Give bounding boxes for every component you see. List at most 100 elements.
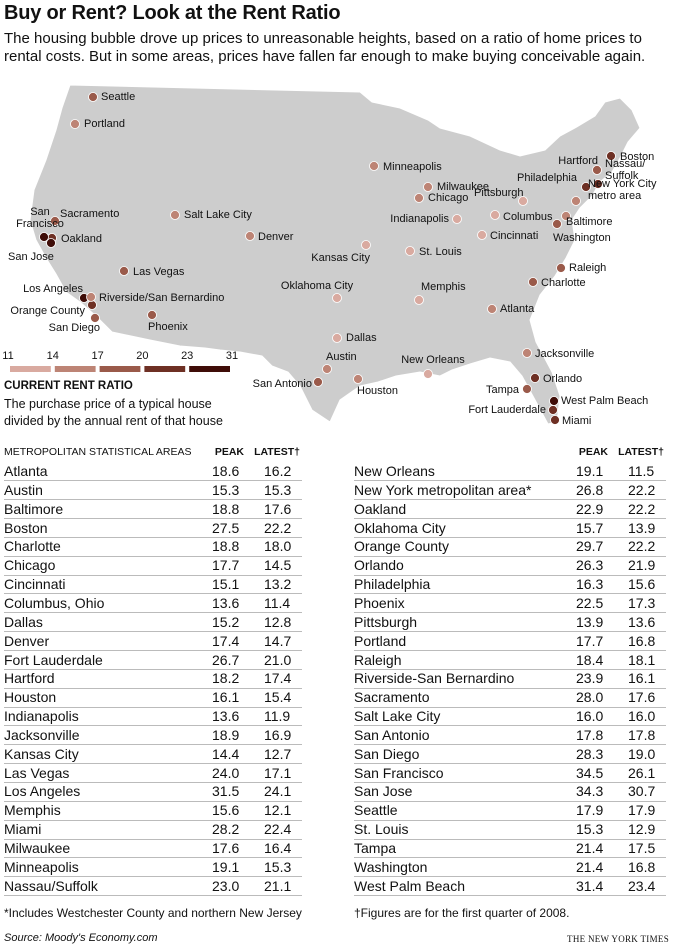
legend-swatch: [144, 366, 186, 372]
city-dot: [423, 369, 433, 379]
row-divider: [4, 857, 302, 859]
peak-value: 15.7: [576, 519, 604, 536]
area-name: Salt Lake City: [354, 708, 441, 725]
legend-tick-label: 17: [91, 350, 104, 362]
peak-value: 28.2: [212, 821, 240, 838]
city-dot: [86, 292, 96, 302]
latest-value: 17.6: [628, 689, 656, 706]
peak-value: 23.0: [212, 877, 240, 894]
area-name: Austin: [4, 481, 43, 498]
latest-value: 17.3: [628, 594, 656, 611]
area-name: St. Louis: [354, 821, 409, 838]
row-divider: [354, 536, 666, 538]
peak-value: 13.6: [212, 594, 240, 611]
row-divider: [4, 706, 302, 708]
row-divider: [4, 612, 302, 614]
city-dot: [414, 193, 424, 203]
row-divider: [354, 499, 666, 501]
peak-value: 17.9: [576, 802, 604, 819]
latest-value: 16.8: [628, 858, 656, 875]
latest-value: 21.9: [628, 557, 656, 574]
legend-tick-label: 23: [181, 350, 194, 362]
city-dot: [414, 295, 424, 305]
city-dot: [90, 313, 100, 323]
peak-value: 31.4: [576, 877, 604, 894]
area-name: Nassau/Suffolk: [4, 877, 98, 894]
area-name: Hartford: [4, 670, 55, 687]
peak-value: 18.6: [212, 463, 240, 479]
city-label: Hartford: [558, 155, 598, 167]
city-label: San Diego: [48, 322, 100, 334]
area-name: New Orleans: [354, 463, 435, 479]
peak-value: 21.4: [576, 858, 604, 875]
latest-value: 15.4: [264, 689, 292, 706]
area-name: Jacksonville: [4, 726, 80, 743]
latest-value: 17.8: [628, 726, 656, 743]
peak-value: 15.3: [212, 481, 240, 498]
area-name: Dallas: [4, 613, 43, 630]
latest-value: 23.4: [628, 877, 656, 894]
peak-value: 29.7: [576, 538, 604, 555]
row-divider: [354, 895, 666, 897]
city-dot: [522, 384, 532, 394]
city-label: Denver: [258, 231, 294, 243]
area-name: Charlotte: [4, 538, 61, 555]
row-divider: [354, 593, 666, 595]
row-divider: [354, 650, 666, 651]
latest-value: 11.5: [628, 463, 655, 479]
row-divider: [354, 706, 666, 708]
legend-swatch: [189, 366, 230, 372]
peak-value: 31.5: [212, 783, 240, 800]
row-divider: [354, 800, 666, 802]
latest-value: 22.4: [264, 821, 292, 838]
latest-value: 18.0: [264, 538, 292, 555]
city-dot: [39, 232, 49, 242]
row-divider: [354, 612, 666, 614]
city-dot: [245, 231, 255, 241]
city-dot: [452, 214, 462, 224]
city-label: Indianapolis: [390, 213, 449, 225]
column-header: PEAK: [578, 446, 608, 458]
peak-value: 17.7: [212, 557, 240, 574]
city-label: Kansas City: [311, 252, 370, 264]
city-dot: [50, 216, 60, 226]
peak-value: 27.5: [212, 519, 240, 536]
row-divider: [4, 593, 302, 595]
city-label: Sacramento: [60, 208, 120, 220]
city-label: Memphis: [421, 281, 466, 293]
latest-value: 22.2: [628, 500, 656, 517]
city-dot: [46, 238, 56, 248]
row-divider: [4, 687, 302, 689]
row-divider: [354, 668, 666, 670]
row-divider: [354, 857, 666, 859]
peak-value: 24.0: [212, 764, 240, 781]
row-divider: [4, 555, 302, 557]
row-divider: [4, 800, 302, 802]
legend-tick-label: 20: [136, 350, 149, 362]
city-dot: [423, 182, 433, 192]
area-name: Orlando: [354, 557, 404, 574]
row-divider: [4, 781, 302, 783]
latest-value: 22.2: [264, 519, 292, 536]
row-divider: [354, 518, 666, 520]
area-name: Las Vegas: [4, 764, 70, 781]
peak-value: 15.6: [212, 802, 240, 819]
city-label: Baltimore: [566, 216, 613, 228]
city-label: Raleigh: [569, 262, 607, 274]
peak-value: 17.6: [212, 840, 240, 856]
area-name: Milwaukee: [4, 840, 71, 856]
city-label: San Jose: [8, 251, 54, 263]
legend-tick-label: 11: [2, 350, 14, 362]
city-label: Fort Lauderdale: [468, 404, 546, 416]
latest-value: 13.6: [628, 613, 656, 630]
city-dot: [530, 373, 540, 383]
latest-value: 16.1: [628, 670, 656, 687]
area-name: Atlanta: [4, 463, 48, 479]
peak-value: 18.9: [212, 726, 240, 743]
row-divider: [4, 574, 302, 576]
city-dot: [592, 165, 602, 175]
area-name: Columbus, Ohio: [4, 594, 105, 611]
peak-value: 18.8: [212, 538, 240, 555]
row-divider: [4, 536, 302, 538]
title: Buy or Rent? Look at the Rent Ratio: [4, 2, 341, 24]
